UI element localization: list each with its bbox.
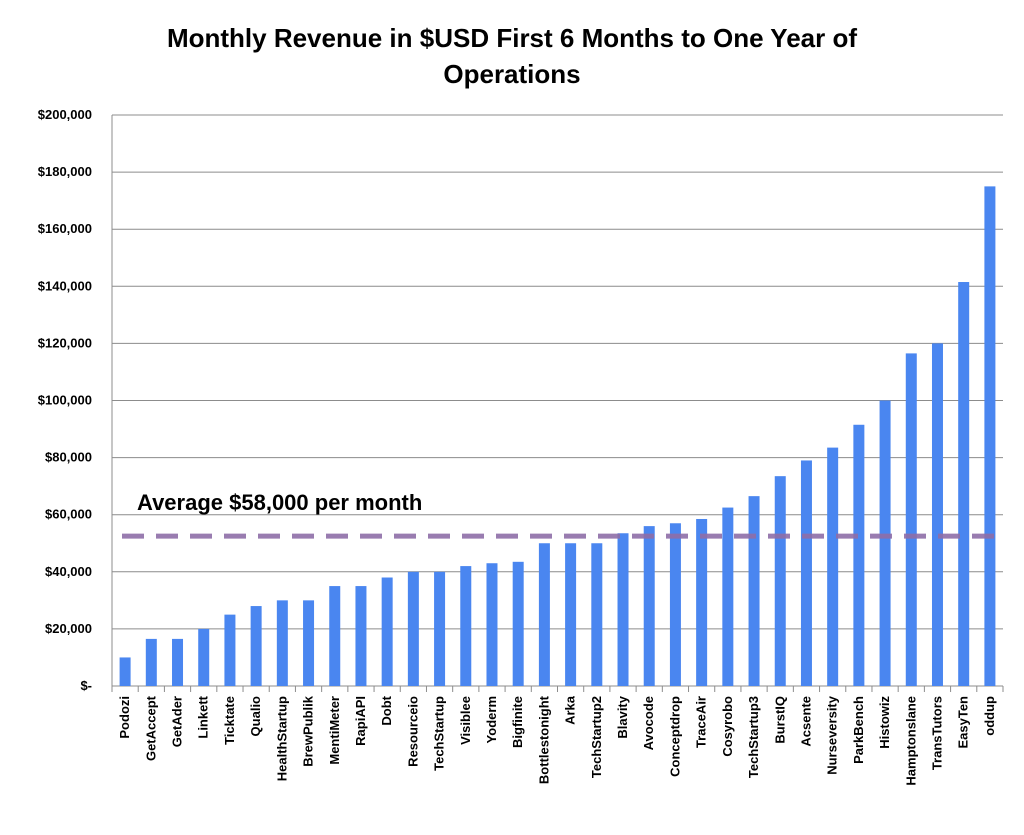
x-tick-label: Qualio (248, 696, 263, 737)
x-tick-label: Linkett (196, 695, 211, 738)
y-tick-label: $80,000 (45, 450, 92, 465)
bar (669, 523, 681, 686)
bar (145, 638, 157, 686)
bar (460, 566, 472, 686)
bar (800, 460, 812, 686)
y-tick-label: $180,000 (38, 164, 92, 179)
chart-title: Monthly Revenue in $USD First 6 Months t… (166, 23, 858, 89)
bar (853, 424, 865, 686)
x-tick-label: Arka (563, 695, 578, 725)
bar (276, 600, 288, 686)
y-tick-label: $60,000 (45, 507, 92, 522)
bar (303, 600, 315, 686)
x-tick-label: ParkBench (851, 696, 866, 764)
x-tick-label: MentiMeter (327, 696, 342, 765)
y-tick-label: $160,000 (38, 221, 92, 236)
bar (591, 543, 603, 686)
bar (879, 400, 891, 686)
bar (538, 543, 550, 686)
bar (407, 571, 419, 686)
x-axis-ticks: Podozi GetAccept GetAder Linkett Ticktate Qua… (111, 686, 1004, 786)
x-tick-label: Dobt (379, 695, 394, 725)
y-tick-label: $140,000 (38, 278, 92, 293)
bar (984, 186, 996, 686)
bar (381, 577, 393, 686)
bar (172, 638, 184, 686)
gridlines (111, 114, 1003, 687)
x-tick-label: Resourceio (405, 696, 420, 767)
bar (643, 526, 655, 686)
x-tick-label: Ticktate (222, 696, 237, 745)
x-tick-label: GetAder (170, 696, 185, 747)
bar (355, 586, 367, 686)
bar (827, 447, 839, 686)
x-tick-label: BurstIQ (772, 696, 787, 744)
x-tick-label: Visiblee (458, 696, 473, 745)
x-tick-label: TechStartup3 (746, 696, 761, 778)
x-tick-label: HealthStartup (274, 696, 289, 781)
x-tick-label: Nurseversity (825, 695, 840, 775)
y-axis-ticks: $- $20,000 $40,000 $60,000 $80,000 $100,000 $1… (38, 107, 92, 693)
bar (774, 476, 786, 686)
y-tick-label: $120,000 (38, 335, 92, 350)
x-tick-label: Cosyrobo (720, 696, 735, 757)
x-tick-label: Avocode (641, 696, 656, 750)
x-tick-label: Histowiz (877, 696, 892, 749)
x-tick-label: EasyTen (956, 696, 971, 749)
bar (512, 561, 524, 686)
bar (565, 543, 577, 686)
x-tick-label: Bigfinite (510, 696, 525, 748)
bar (119, 657, 131, 686)
x-tick-label: TechStartup (432, 696, 447, 771)
bar (250, 606, 262, 686)
bar (434, 571, 446, 686)
average-annotation: Average $58,000 per month (122, 490, 1000, 539)
x-tick-label: RapiAPI (353, 696, 368, 746)
x-tick-label: TransTutors (929, 696, 944, 770)
x-tick-label: Blavity (615, 695, 630, 738)
x-tick-label: TechStartup2 (589, 696, 604, 778)
bar (722, 507, 734, 686)
bar (748, 496, 760, 686)
bar (696, 518, 708, 686)
bar (198, 628, 210, 686)
y-tick-label: $20,000 (45, 621, 92, 636)
x-tick-label: Hamptonslane (903, 696, 918, 786)
bar (958, 282, 970, 686)
bar (329, 586, 341, 686)
x-tick-label: Acsente (798, 696, 813, 747)
y-tick-label: $100,000 (38, 393, 92, 408)
average-label: Average $58,000 per month (137, 490, 422, 515)
x-tick-label: Yoderm (484, 696, 499, 743)
x-tick-label: oddup (982, 696, 997, 736)
y-tick-label: $200,000 (38, 107, 92, 122)
bar (905, 353, 917, 686)
x-tick-label: GetAccept (143, 695, 158, 761)
bar (617, 533, 629, 686)
x-tick-label: TraceAir (694, 696, 709, 748)
x-tick-label: BrewPublik (301, 695, 316, 767)
bar (931, 343, 943, 686)
bar (224, 614, 236, 686)
bars (119, 186, 996, 686)
y-tick-label: $40,000 (45, 564, 92, 579)
x-tick-label: Podozi (117, 696, 132, 739)
y-tick-label: $- (80, 678, 92, 693)
bar (486, 563, 498, 686)
x-tick-label: Conceptdrop (667, 696, 682, 777)
x-tick-label: Bottlestonight (536, 695, 551, 784)
